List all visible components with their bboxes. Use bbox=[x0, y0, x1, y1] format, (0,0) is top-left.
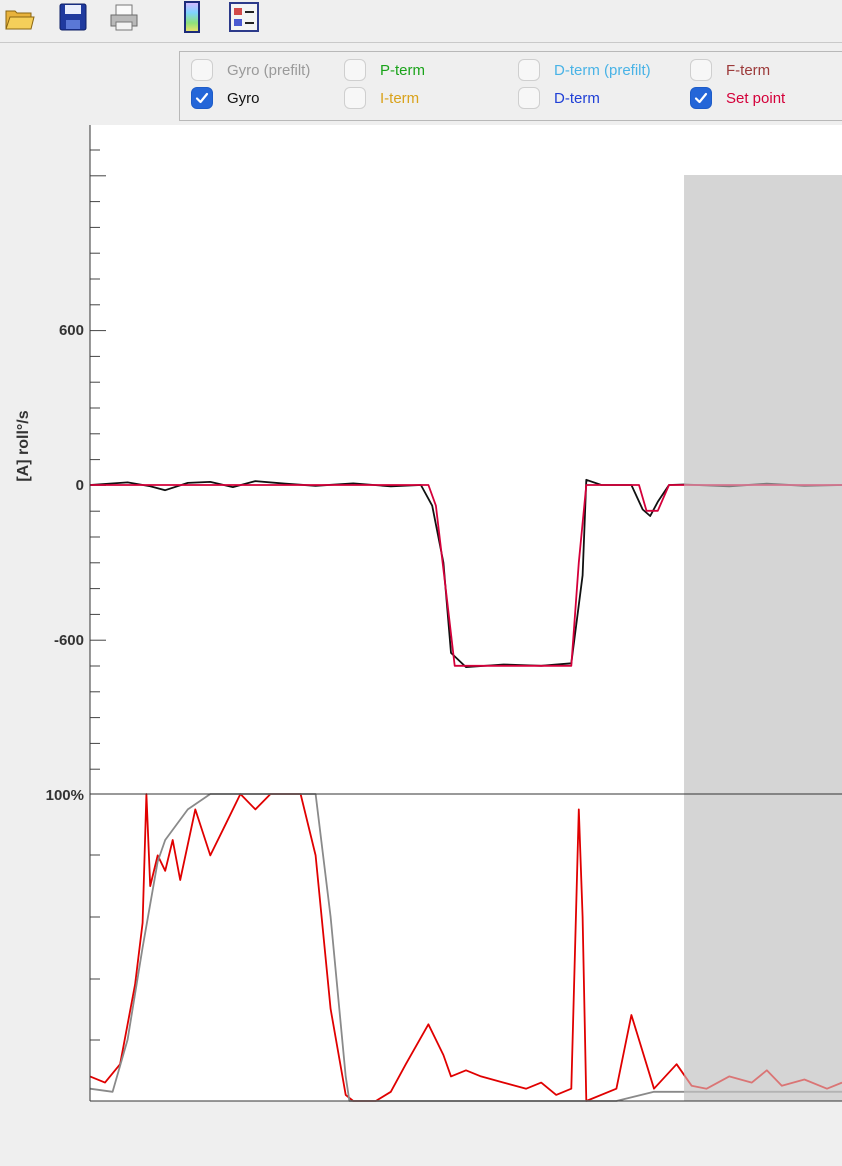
open-folder-icon[interactable] bbox=[2, 0, 36, 34]
toolbar-divider bbox=[0, 42, 842, 43]
series-line-gyro bbox=[89, 478, 842, 668]
legend-item-f-term[interactable]: F-term bbox=[690, 56, 770, 84]
checkmark-icon bbox=[195, 92, 209, 104]
legend-item-d-term-prefilt[interactable]: D-term (prefilt) bbox=[518, 56, 651, 84]
series-line-set-point bbox=[90, 484, 842, 667]
y-tick-label: 0 bbox=[76, 477, 84, 494]
legend-label: D-term (prefilt) bbox=[554, 61, 651, 79]
legend-toggle-icon[interactable] bbox=[227, 0, 261, 34]
legend-label: P-term bbox=[380, 61, 425, 79]
legend-item-set-point[interactable]: Set point bbox=[690, 84, 785, 112]
legend-label: Set point bbox=[726, 89, 786, 107]
legend-label: I-term bbox=[380, 89, 420, 107]
legend-label: Gyro bbox=[227, 89, 260, 107]
legend-item-gyro-prefilt[interactable]: Gyro (prefilt) bbox=[191, 56, 310, 84]
series-legend-panel: Gyro (prefilt) Gyro P-term I-term D-term… bbox=[179, 51, 842, 121]
checkbox[interactable] bbox=[518, 59, 540, 81]
checkbox[interactable] bbox=[191, 59, 213, 81]
y-tick-label: -600 bbox=[54, 632, 84, 649]
y-tick-label: 600 bbox=[59, 322, 84, 339]
series-line-red-trace bbox=[89, 793, 842, 1102]
checkbox-checked[interactable] bbox=[690, 87, 712, 109]
checkbox[interactable] bbox=[690, 59, 712, 81]
legend-item-p-term[interactable]: P-term bbox=[344, 56, 425, 84]
roll-plot-svg: 600 0 -600 [A] roll°/s 100% bbox=[15, 125, 842, 1102]
shaded-region-overlay bbox=[684, 794, 842, 1101]
checkmark-icon bbox=[694, 92, 708, 104]
checkbox-checked[interactable] bbox=[191, 87, 213, 109]
legend-item-d-term[interactable]: D-term bbox=[518, 84, 600, 112]
y-axis-label: [A] roll°/s bbox=[15, 410, 32, 481]
checkbox[interactable] bbox=[518, 87, 540, 109]
series-line-gray-trace bbox=[89, 793, 842, 1102]
color-bar-icon[interactable] bbox=[175, 0, 209, 34]
toolbar bbox=[0, 0, 842, 42]
checkbox[interactable] bbox=[344, 59, 366, 81]
save-icon[interactable] bbox=[56, 0, 90, 34]
print-icon[interactable] bbox=[107, 0, 141, 34]
legend-label: Gyro (prefilt) bbox=[227, 61, 311, 79]
y-tick-label-100-percent: 100% bbox=[46, 787, 84, 804]
legend-label: F-term bbox=[726, 61, 771, 79]
checkbox[interactable] bbox=[344, 87, 366, 109]
legend-item-i-term[interactable]: I-term bbox=[344, 84, 419, 112]
shaded-region-overlay bbox=[684, 175, 842, 794]
legend-label: D-term bbox=[554, 89, 600, 107]
legend-item-gyro[interactable]: Gyro bbox=[191, 84, 260, 112]
